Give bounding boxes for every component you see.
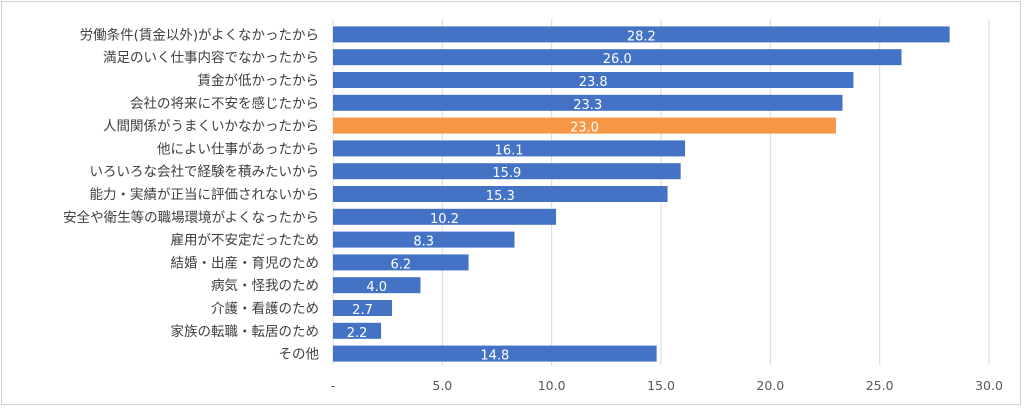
category-label: 他によい仕事があったから bbox=[157, 141, 319, 157]
bar bbox=[333, 345, 657, 362]
category-label: 満足のいく仕事内容でなかったから bbox=[103, 49, 319, 66]
category-label: 能力・実績が正当に評価されないから bbox=[90, 187, 320, 203]
category-label: 賃金が低かったから bbox=[198, 73, 320, 89]
bar bbox=[333, 322, 382, 339]
x-tick-label: 25.0 bbox=[866, 378, 894, 393]
x-tick-label: 10.0 bbox=[538, 378, 566, 393]
x-axis-tick-labels: - 5.0 10.0 15.0 20.0 25.0 30.0 bbox=[331, 378, 1003, 393]
x-tick-label: 30.0 bbox=[975, 378, 1003, 393]
bar bbox=[333, 300, 393, 316]
bar bbox=[333, 49, 902, 66]
data-label: 8.3 bbox=[413, 235, 434, 250]
data-label: 2.2 bbox=[347, 326, 368, 341]
data-label: 23.3 bbox=[573, 98, 602, 113]
value-labels: 28.2 26.0 23.8 23.3 23.0 16.1 15.9 15.3 10.2 8.36… bbox=[347, 29, 656, 363]
data-label: 23.8 bbox=[579, 75, 608, 90]
data-label: 4.0 bbox=[366, 280, 387, 295]
bar bbox=[333, 140, 686, 157]
category-label: 雇用が不安定だったため bbox=[171, 232, 320, 249]
category-label: 会社の将来に不安を感じたから bbox=[130, 95, 319, 112]
bar bbox=[333, 186, 668, 202]
category-labels: 労働条件(賃金以外)がよくなかったから満足のいく仕事内容でなかったから賃金が低か… bbox=[63, 26, 319, 362]
bar bbox=[333, 72, 854, 88]
bar bbox=[333, 277, 421, 294]
category-label: 病気・怪我のため bbox=[211, 278, 319, 294]
data-label: 15.9 bbox=[492, 166, 521, 181]
category-label: 労働条件(賃金以外)がよくなかったから bbox=[80, 26, 319, 43]
bar bbox=[333, 254, 469, 271]
bar bbox=[333, 117, 836, 134]
data-label: 28.2 bbox=[627, 29, 656, 44]
bar bbox=[333, 26, 950, 43]
category-label: 結婚・出産・育児のため bbox=[171, 255, 320, 271]
category-label: その他 bbox=[279, 347, 320, 363]
data-label: 15.3 bbox=[486, 189, 515, 204]
bar bbox=[333, 94, 843, 111]
data-label: 23.0 bbox=[570, 121, 599, 136]
data-label: 6.2 bbox=[390, 257, 411, 272]
data-label: 14.8 bbox=[480, 349, 509, 364]
x-tick-label: 5.0 bbox=[432, 378, 452, 393]
bar bbox=[333, 163, 681, 180]
data-label: 2.7 bbox=[352, 303, 373, 318]
data-label: 26.0 bbox=[603, 52, 632, 67]
category-label: 人間関係がうまくいかなかったから bbox=[103, 119, 319, 135]
horizontal-bar-chart: 労働条件(賃金以外)がよくなかったから満足のいく仕事内容でなかったから賃金が低か… bbox=[63, 19, 1003, 393]
bar bbox=[333, 208, 557, 225]
bars bbox=[333, 26, 950, 362]
x-tick-label: 20.0 bbox=[756, 378, 784, 393]
category-label: 家族の転職・転居のため bbox=[171, 323, 320, 340]
category-label: 安全や衛生等の職場環境がよくなったから bbox=[63, 209, 319, 226]
x-tick-label: - bbox=[331, 378, 336, 393]
data-label: 16.1 bbox=[495, 143, 524, 158]
bar bbox=[333, 231, 515, 248]
x-tick-label: 15.0 bbox=[647, 378, 675, 393]
category-label: 介護・看護のため bbox=[211, 301, 319, 317]
category-label: いろいろな会社で経験を積みたいから bbox=[90, 164, 320, 180]
data-label: 10.2 bbox=[430, 212, 459, 227]
